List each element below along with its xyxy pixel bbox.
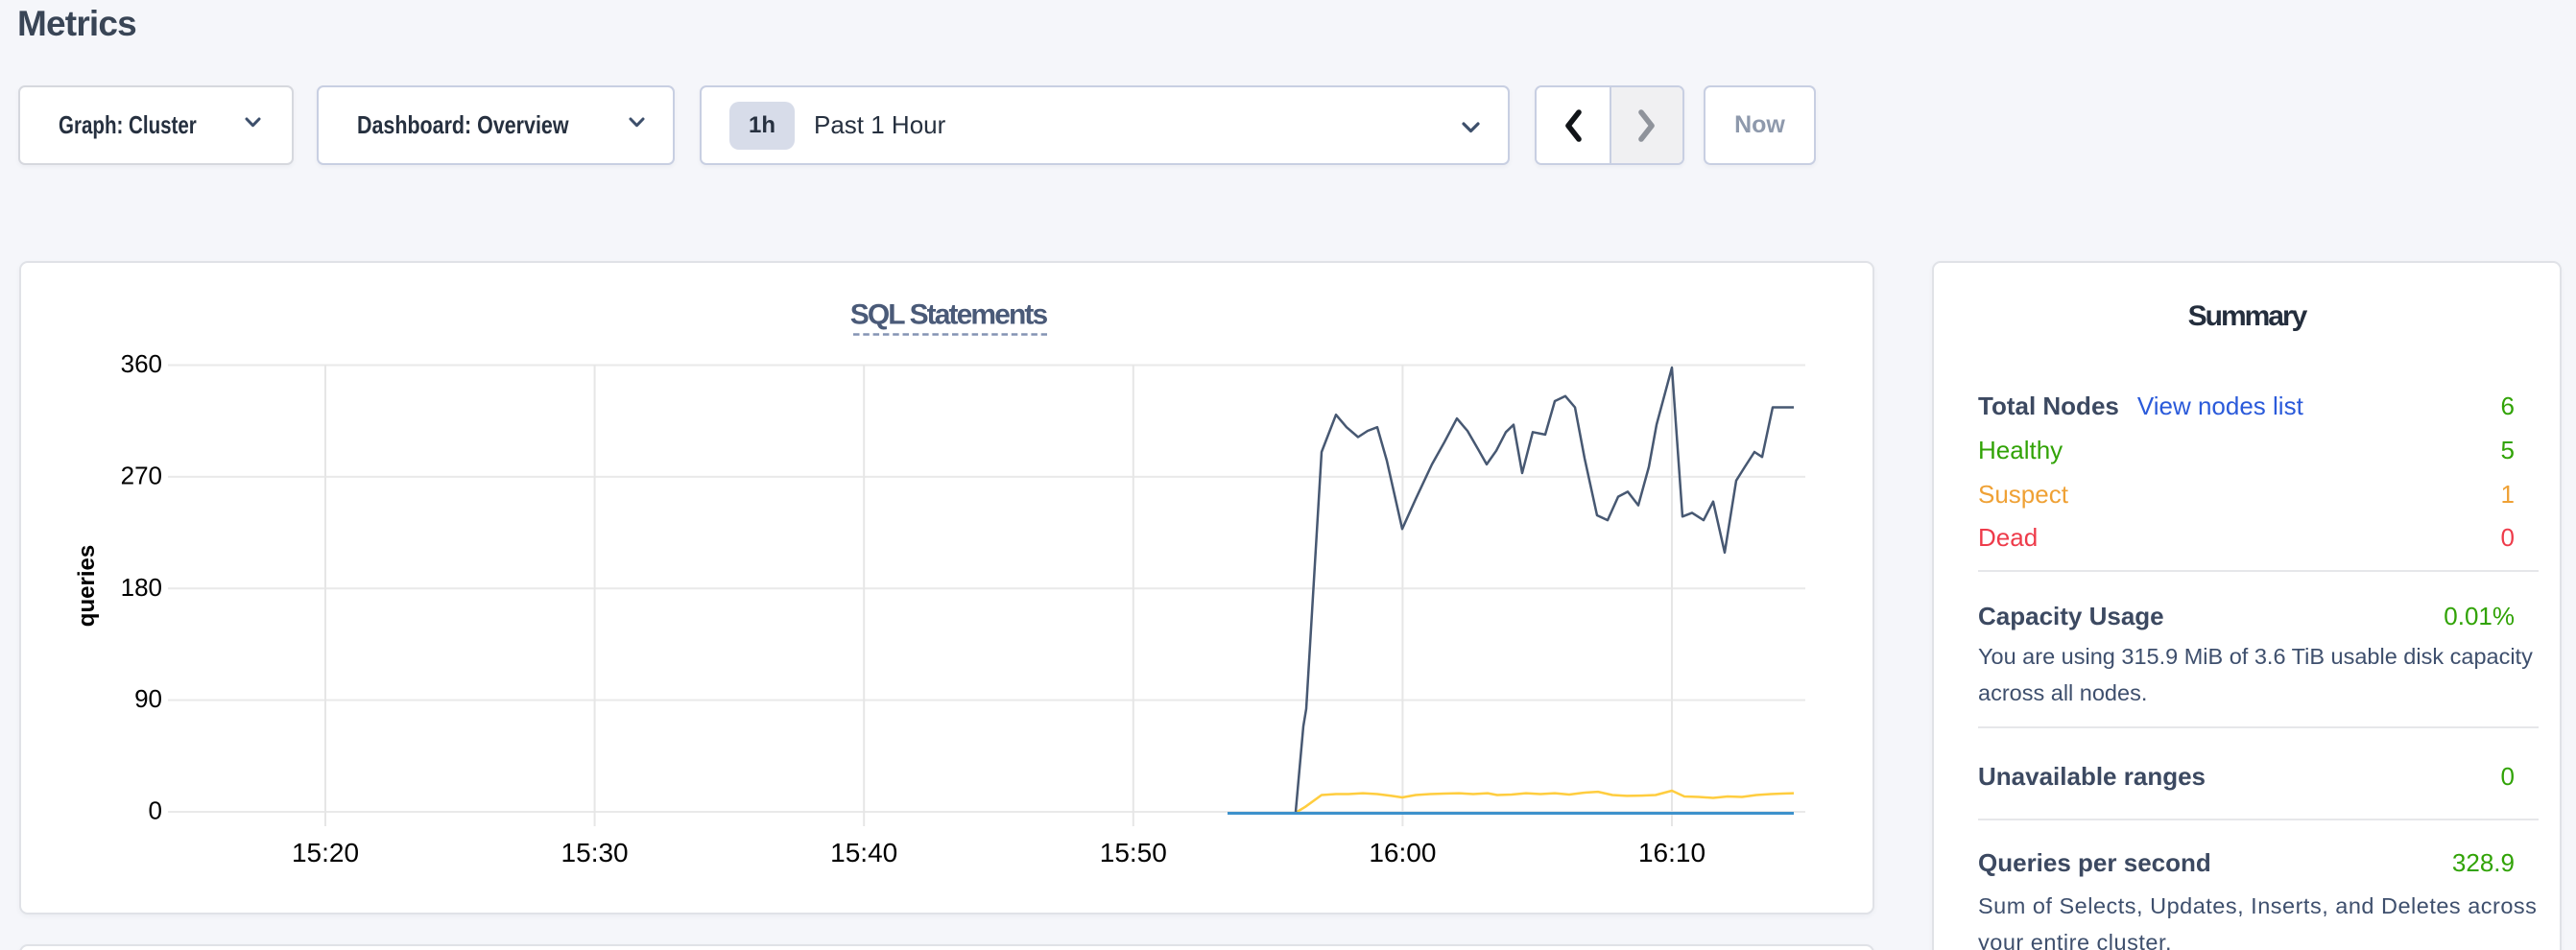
svg-text:16:00: 16:00	[1369, 838, 1436, 867]
svg-text:SQL Statements: SQL Statements	[850, 299, 1048, 331]
svg-text:180: 180	[121, 573, 162, 602]
svg-text:15:30: 15:30	[561, 838, 629, 867]
svg-text:16:10: 16:10	[1638, 838, 1705, 867]
svg-text:15:50: 15:50	[1100, 838, 1167, 867]
svg-text:90: 90	[134, 684, 162, 713]
svg-text:270: 270	[121, 461, 162, 489]
svg-text:360: 360	[121, 349, 162, 378]
svg-text:0: 0	[149, 796, 162, 825]
svg-text:15:20: 15:20	[292, 838, 359, 867]
svg-text:15:40: 15:40	[830, 838, 897, 867]
svg-text:queries: queries	[74, 545, 100, 627]
